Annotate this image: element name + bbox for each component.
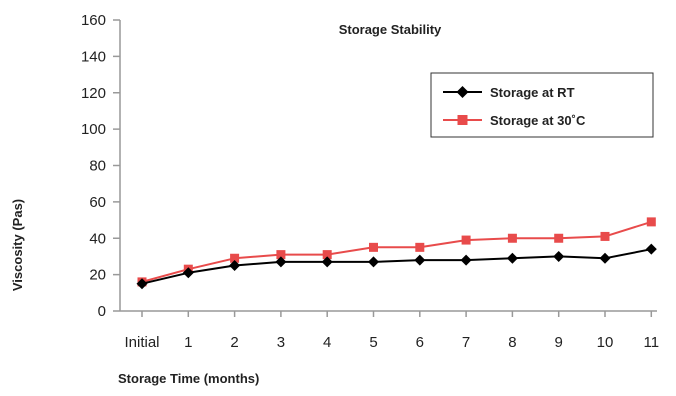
data-point: [600, 231, 610, 241]
legend-label-30c: Storage at 30˚C: [490, 113, 586, 128]
data-point: [414, 254, 426, 266]
series-30c: [137, 217, 656, 287]
legend: Storage at RT Storage at 30˚C: [430, 72, 654, 138]
y-tick-label: 160: [81, 12, 106, 29]
y-tick-label: 120: [81, 85, 106, 102]
x-tick-label: 3: [277, 334, 285, 351]
data-point: [322, 250, 332, 260]
data-point: [369, 242, 378, 252]
chart-title: Storage Stability: [339, 22, 442, 37]
x-axis-title: Storage Time (months): [118, 371, 259, 386]
data-point: [229, 260, 241, 272]
legend-marker-rt: [456, 86, 469, 98]
series-line: [141, 220, 652, 283]
legend-marker-30c: [457, 115, 468, 125]
data-point: [275, 256, 287, 268]
y-axis-title: Viscosity (Pas): [10, 199, 25, 291]
data-point: [645, 243, 657, 255]
x-axis: Initial 1 2 3 4 5 6 7 8 9 10 11: [120, 310, 660, 351]
y-tick-label: 80: [89, 158, 106, 175]
series-line: [141, 248, 652, 285]
x-tick-label: 4: [323, 334, 331, 351]
x-tick-label: 11: [644, 334, 660, 351]
x-tick-label: 7: [462, 334, 470, 351]
data-point: [506, 252, 518, 264]
x-tick-label: 9: [555, 334, 563, 351]
y-tick-label: 20: [89, 267, 106, 284]
data-point: [276, 250, 286, 260]
legend-item-rt: Storage at RT: [443, 85, 575, 100]
data-point: [599, 252, 611, 264]
legend-label-rt: Storage at RT: [490, 85, 575, 100]
y-tick-label: 60: [89, 194, 106, 211]
y-axis: 0 20 40 60 80 100 120 140 160: [81, 12, 121, 320]
legend-box: [430, 72, 654, 138]
data-point: [182, 267, 194, 279]
series-layer: [136, 217, 657, 290]
data-point: [646, 217, 656, 227]
data-point: [368, 256, 379, 268]
data-point: [553, 250, 565, 262]
y-tick-label: 100: [81, 121, 106, 138]
data-point: [554, 233, 564, 243]
x-tick-label: 8: [508, 334, 516, 351]
data-point: [321, 256, 333, 268]
x-tick-label: Initial: [124, 334, 159, 351]
x-tick-label: 2: [230, 334, 238, 351]
data-point: [136, 278, 148, 290]
legend-item-30c: Storage at 30˚C: [443, 113, 586, 128]
data-point: [415, 242, 425, 252]
x-tick-label: 1: [184, 334, 192, 351]
data-point: [460, 254, 472, 266]
y-tick-label: 40: [89, 230, 106, 247]
data-point: [461, 235, 471, 245]
x-tick-label: 10: [597, 334, 614, 351]
y-tick-label: 140: [81, 48, 106, 65]
y-tick-label: 0: [98, 303, 106, 320]
data-point: [507, 233, 517, 243]
x-tick-label: 5: [369, 334, 377, 351]
data-point: [230, 253, 240, 263]
series-rt: [136, 243, 657, 290]
x-tick-label: 6: [416, 334, 424, 351]
